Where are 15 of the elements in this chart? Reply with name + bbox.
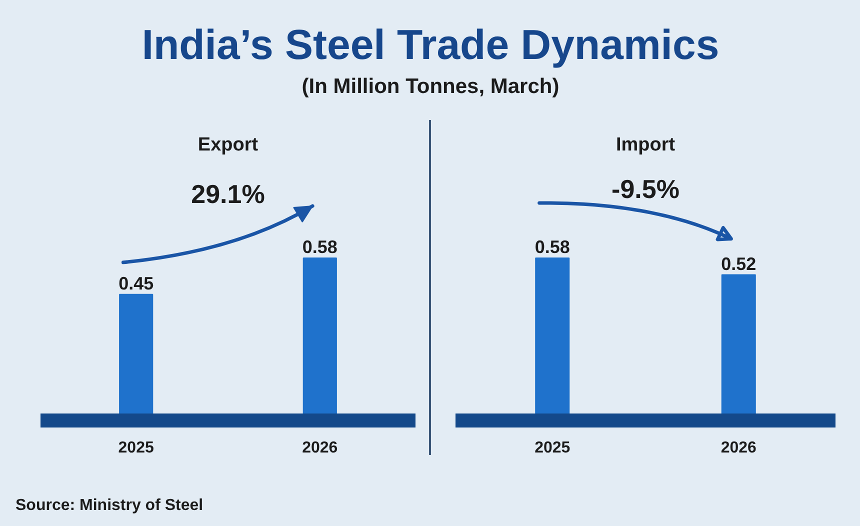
text: India’s Steel Trade Dynamics [142, 21, 720, 68]
text: 29.1% [191, 179, 265, 209]
data-label: 0.58 [302, 237, 338, 257]
text: -9.5% [612, 174, 680, 204]
text: (In Million Tonnes, March) [302, 75, 560, 98]
x-tick-label: 2025 [534, 440, 570, 456]
x-tick-label: 2026 [302, 440, 338, 456]
x-tick-label: 2025 [118, 440, 154, 456]
chart-title: Import [616, 134, 676, 156]
x-tick-label: 2026 [720, 440, 757, 456]
chart-title: Export [198, 134, 259, 156]
data-label: 0.58 [534, 237, 570, 257]
source-note: Source: Ministry of Steel [16, 497, 204, 514]
data-label: 0.52 [721, 254, 756, 274]
data-label: 0.45 [118, 273, 154, 294]
